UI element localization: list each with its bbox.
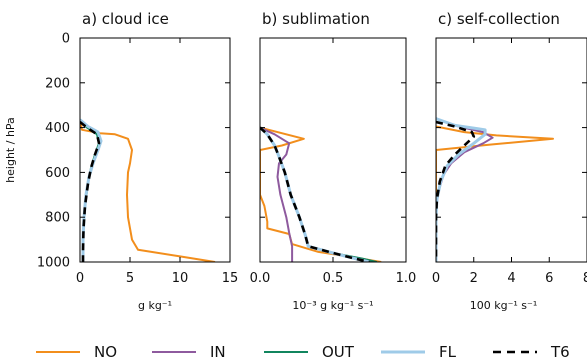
series-line-t6-panel-2 (260, 126, 370, 262)
x-tick-label: 2 (470, 271, 478, 286)
x-tick-label: 1.0 (396, 271, 417, 286)
panel-frame-1 (79, 37, 231, 263)
y-tick-label: 1000 (37, 256, 70, 271)
x-tick-label: 0.0 (250, 271, 271, 286)
x-tick-label: 10 (172, 271, 189, 286)
y-tick-label: 800 (45, 211, 70, 226)
y-tick-label: 200 (45, 76, 70, 91)
x-tick-label: 6 (545, 271, 553, 286)
panel-title-1: a) cloud ice (82, 10, 169, 28)
legend-label-out: OUT (322, 343, 355, 361)
legend-label-t6: T6 (550, 343, 570, 361)
series-line-in-panel-3 (436, 117, 494, 262)
y-tick-label: 600 (45, 166, 70, 181)
x-tick-label: 0 (432, 271, 440, 286)
panel-frame-2 (259, 37, 407, 263)
y-tick-label: 0 (62, 32, 70, 47)
x-axis-label-1: g kg⁻¹ (138, 299, 172, 312)
series-line-in-panel-2 (260, 126, 294, 262)
x-axis-label-3: 100 kg⁻¹ s⁻¹ (470, 299, 538, 312)
y-axis-label: height / hPa (4, 117, 17, 183)
x-tick-label: 0 (76, 271, 84, 286)
x-tick-label: 8 (583, 271, 587, 286)
series-line-no-panel-2 (260, 126, 382, 262)
legend-label-fl: FL (439, 343, 457, 361)
series-line-fl-panel-3 (436, 117, 487, 262)
series-line-no-panel-3 (436, 125, 554, 262)
panel-title-3: c) self-collection (438, 10, 560, 28)
x-axis-label-2: 10⁻³ g kg⁻¹ s⁻¹ (292, 299, 373, 312)
series-line-t6-panel-1 (80, 120, 101, 262)
x-tick-label: 15 (222, 271, 239, 286)
y-tick-label: 400 (45, 121, 70, 136)
panel-title-2: b) sublimation (262, 10, 370, 28)
x-tick-label: 5 (126, 271, 134, 286)
legend-label-in: IN (210, 343, 226, 361)
series-line-no-panel-1 (80, 120, 216, 262)
series-line-out-panel-2 (260, 126, 378, 262)
legend-label-no: NO (94, 343, 117, 361)
x-tick-label: 0.5 (323, 271, 344, 286)
series-line-t6-panel-3 (436, 120, 476, 262)
x-tick-label: 4 (507, 271, 515, 286)
